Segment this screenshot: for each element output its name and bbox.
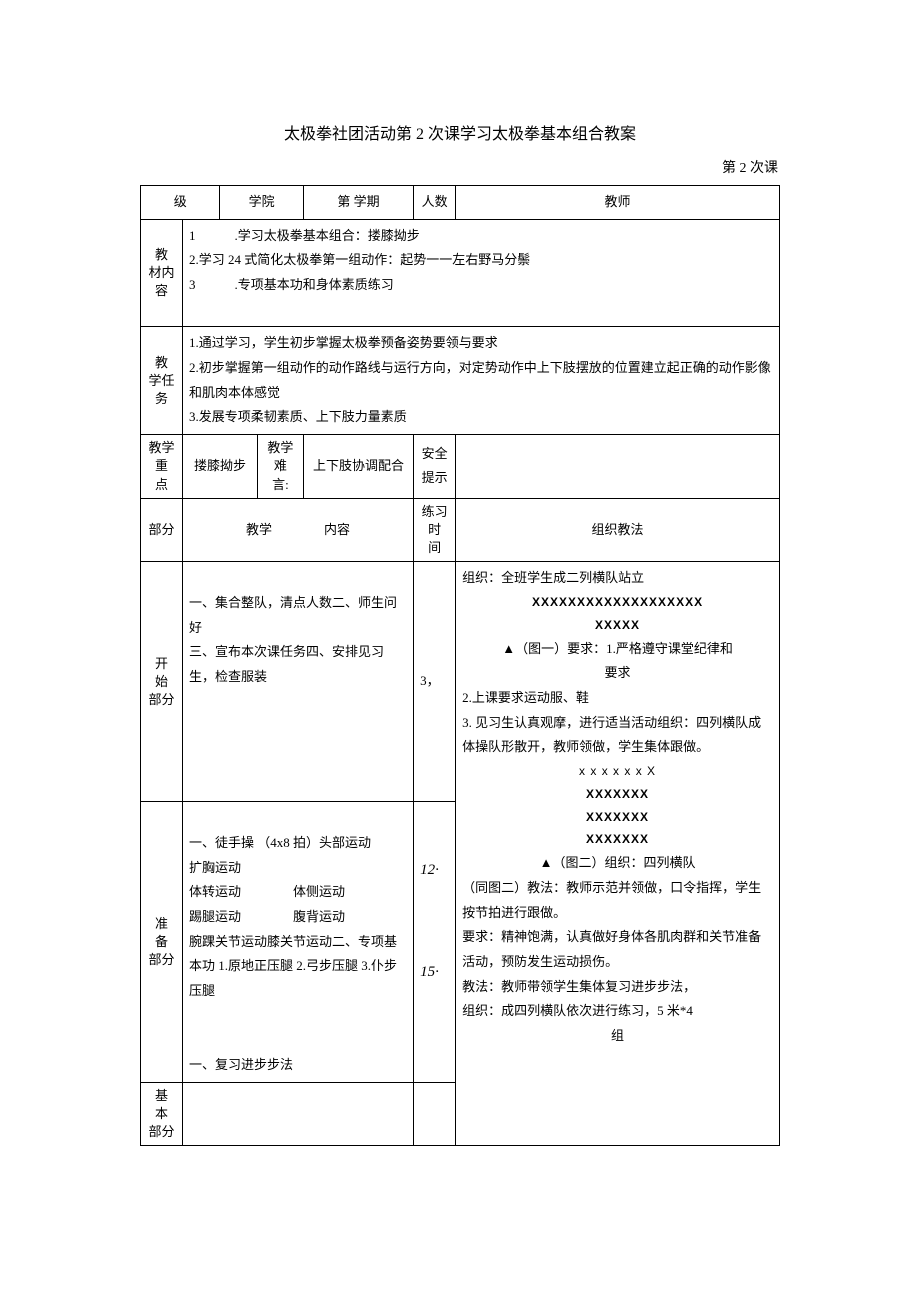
part-start-label: 开 始 部分 xyxy=(141,562,183,802)
tasks-row: 教 学任 务 1.通过学习，学生初步掌握太极拳预备姿势要领与要求 2.初步掌握第… xyxy=(141,327,780,435)
key-label-1: 教学重 点 xyxy=(141,435,183,499)
time-2-3: 12· 15· xyxy=(414,802,456,1083)
tasks-content: 1.通过学习，学生初步掌握太极拳预备姿势要领与要求 2.初步掌握第一组动作的动作… xyxy=(183,327,780,435)
sh-part: 部分 xyxy=(141,498,183,562)
sh-org: 组织教法 xyxy=(456,498,780,562)
sh-time: 练习时 间 xyxy=(414,498,456,562)
key-val-1: 搂膝拗步 xyxy=(183,435,258,499)
key-label-2: 教学难 言: xyxy=(257,435,303,499)
basic-content xyxy=(183,1082,414,1146)
part-prep-label: 准 备 部分 xyxy=(141,802,183,1083)
body-row-1: 开 始 部分 一、集合整队，清点人数二、师生问好 三、宣布本次课任务四、安排见习… xyxy=(141,562,780,802)
doc-title: 太极拳社团活动第 2 次课学习太极拳基本组合教案 xyxy=(140,120,780,150)
hdr-college: 学院 xyxy=(220,185,303,219)
keypoints-row: 教学重 点 搂膝拗步 教学难 言: 上下肢协调配合 安全提示 xyxy=(141,435,780,499)
time-basic xyxy=(414,1082,456,1146)
hdr-teacher: 教师 xyxy=(456,185,780,219)
hdr-term: 第 学期 xyxy=(303,185,413,219)
materials-content: 1 .学习太极拳基本组合：搂膝拗步 2.学习 24 式简化太极拳第一组动作：起势… xyxy=(183,219,780,327)
materials-label: 教 材内 容 xyxy=(141,219,183,327)
lesson-plan-table: 级 学院 第 学期 人数 教师 教 材内 容 1 .学习太极拳基本组合：搂膝拗步… xyxy=(140,185,780,1146)
org-content: 组织：全班学生成二列横队站立 XXXXXXXXXXXXXXXXXXX XXXXX… xyxy=(456,562,780,1146)
tasks-label: 教 学任 务 xyxy=(141,327,183,435)
part-basic-label: 基 本 部分 xyxy=(141,1082,183,1146)
sh-teach-content: 教学 内容 xyxy=(183,498,414,562)
prep-content: 一、徒手操 （4x8 拍）头部运动 扩胸运动 体转运动 体侧运动 踢腿运动 腹背… xyxy=(183,802,414,1083)
key-val-2: 上下肢协调配合 xyxy=(303,435,413,499)
hdr-count: 人数 xyxy=(414,185,456,219)
key-label-3: 安全提示 xyxy=(414,435,456,499)
start-content: 一、集合整队，清点人数二、师生问好 三、宣布本次课任务四、安排见习生，检查服装 xyxy=(183,562,414,802)
doc-subtitle: 第 2 次课 xyxy=(140,156,780,183)
materials-row: 教 材内 容 1 .学习太极拳基本组合：搂膝拗步 2.学习 24 式简化太极拳第… xyxy=(141,219,780,327)
section-header-row: 部分 教学 内容 练习时 间 组织教法 xyxy=(141,498,780,562)
time-1: 3， xyxy=(414,562,456,802)
hdr-grade: 级 xyxy=(141,185,220,219)
header-row: 级 学院 第 学期 人数 教师 xyxy=(141,185,780,219)
key-val-3 xyxy=(456,435,780,499)
